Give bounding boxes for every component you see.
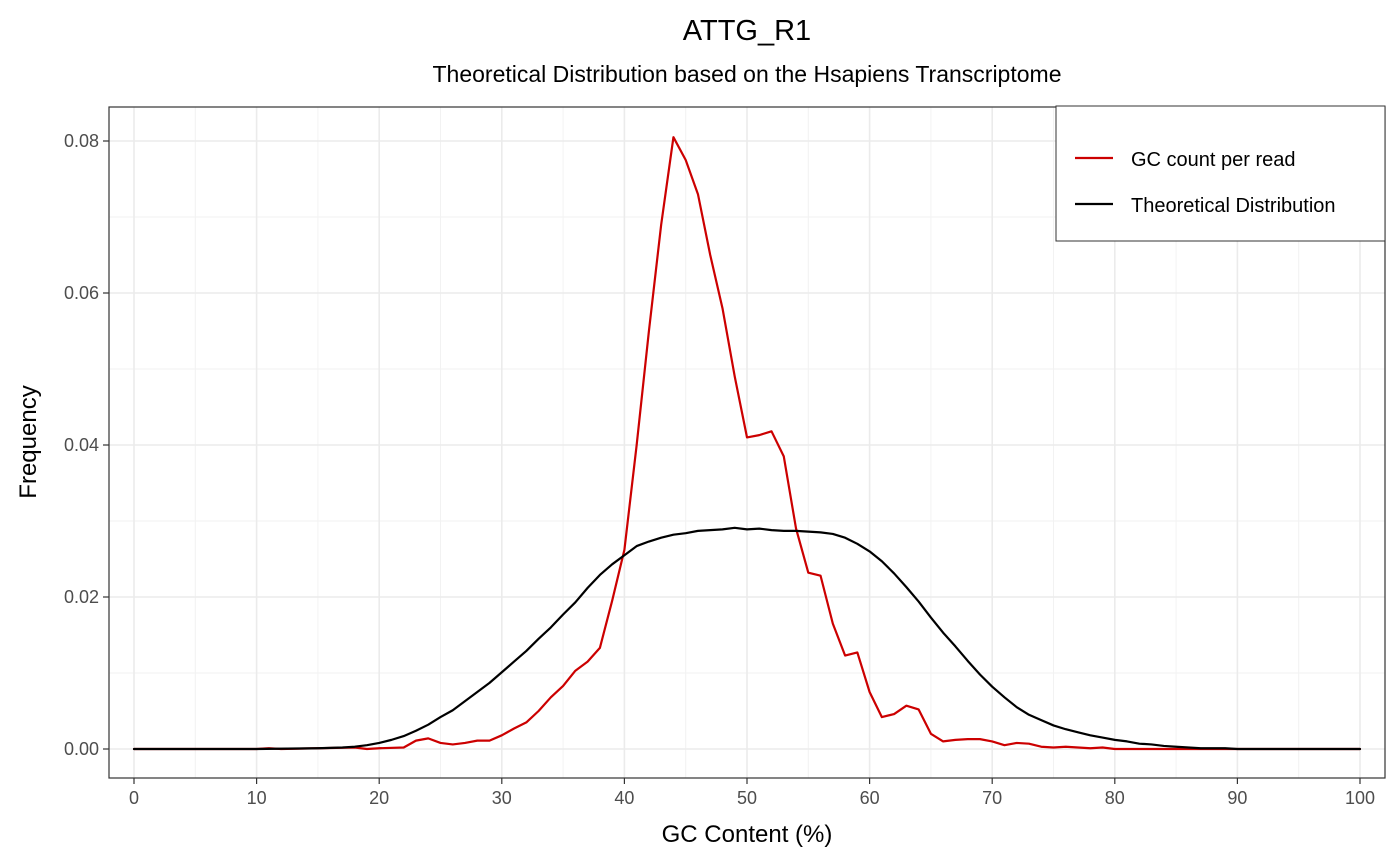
x-tick-label: 0 [129,788,139,808]
legend-box [1055,105,1386,242]
x-tick-label: 30 [492,788,512,808]
x-tick-label: 100 [1345,788,1375,808]
y-tick-label: 0.04 [64,435,99,455]
series-line-gc-count-per-read [132,136,1362,751]
legend-label-gc-count: GC count per read [1131,149,1296,171]
y-tick-label: 0.00 [64,739,99,759]
legend-label-theoretical: Theoretical Distribution [1131,195,1336,217]
x-tick-label: 60 [860,788,880,808]
x-tick-label: 90 [1227,788,1247,808]
x-axis: 0 10 20 30 40 50 60 70 80 90 100 [129,778,1375,808]
x-tick-label: 70 [982,788,1002,808]
x-tick-label: 40 [614,788,634,808]
x-tick-label: 20 [369,788,389,808]
y-tick-label: 0.02 [64,587,99,607]
chart-title: ATTG_R1 [683,15,811,47]
y-tick-label: 0.08 [64,131,99,151]
x-tick-label: 50 [737,788,757,808]
x-tick-label: 10 [247,788,267,808]
x-axis-title: GC Content (%) [662,821,833,848]
y-axis-title: Frequency [15,385,42,498]
series-line-theoretical-distribution [132,526,1362,751]
y-axis: 0.00 0.02 0.04 0.06 0.08 [64,131,109,759]
x-tick-label: 80 [1105,788,1125,808]
series-layer [132,136,1362,751]
chart-subtitle: Theoretical Distribution based on the Hs… [433,61,1062,87]
legend: GC count per read Theoretical Distributi… [1055,105,1386,242]
y-tick-label: 0.06 [64,283,99,303]
